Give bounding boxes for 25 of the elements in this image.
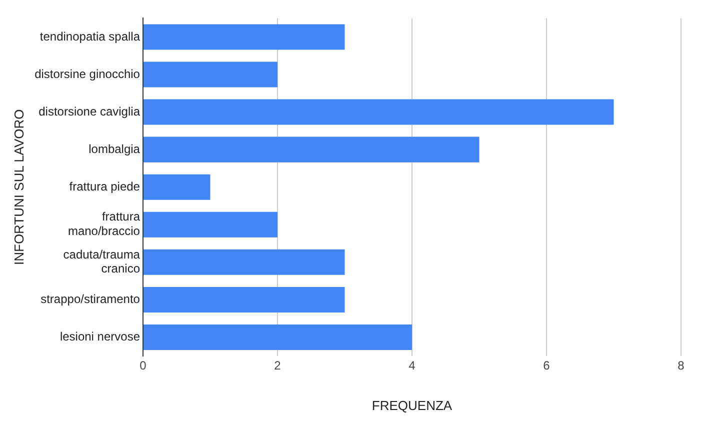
x-axis-title: FREQUENZA	[372, 398, 452, 413]
bar	[143, 24, 345, 50]
bar	[143, 249, 345, 275]
bar	[143, 324, 412, 350]
y-tick-label: lombalgia	[88, 142, 140, 156]
bar	[143, 62, 278, 88]
x-tick-label: 0	[140, 358, 147, 373]
y-tick-label: distorsione caviglia	[38, 104, 140, 118]
y-tick-label: lesioni nervose	[60, 330, 140, 344]
y-tick-label: caduta/trauma cranico	[63, 247, 140, 276]
x-tick-label: 2	[274, 358, 282, 373]
y-tick-label: distorsine ginocchio	[34, 66, 140, 81]
y-tick-label: frattura piede	[69, 179, 140, 194]
bar	[143, 99, 614, 125]
bar	[143, 174, 210, 200]
y-tick-label: frattura mano/braccio	[68, 210, 140, 238]
x-tick-label: 8	[678, 358, 685, 373]
bar	[143, 286, 345, 312]
x-tick-label: 6	[543, 358, 550, 373]
bar	[143, 212, 278, 238]
y-tick-label: tendinopatia spalla	[40, 29, 140, 44]
x-tick-label: 4	[408, 358, 416, 373]
bar	[143, 136, 480, 162]
y-axis-title: INFORTUNI SUL LAVORO	[11, 109, 26, 265]
y-tick-label: strappo/stiramento	[40, 292, 140, 306]
